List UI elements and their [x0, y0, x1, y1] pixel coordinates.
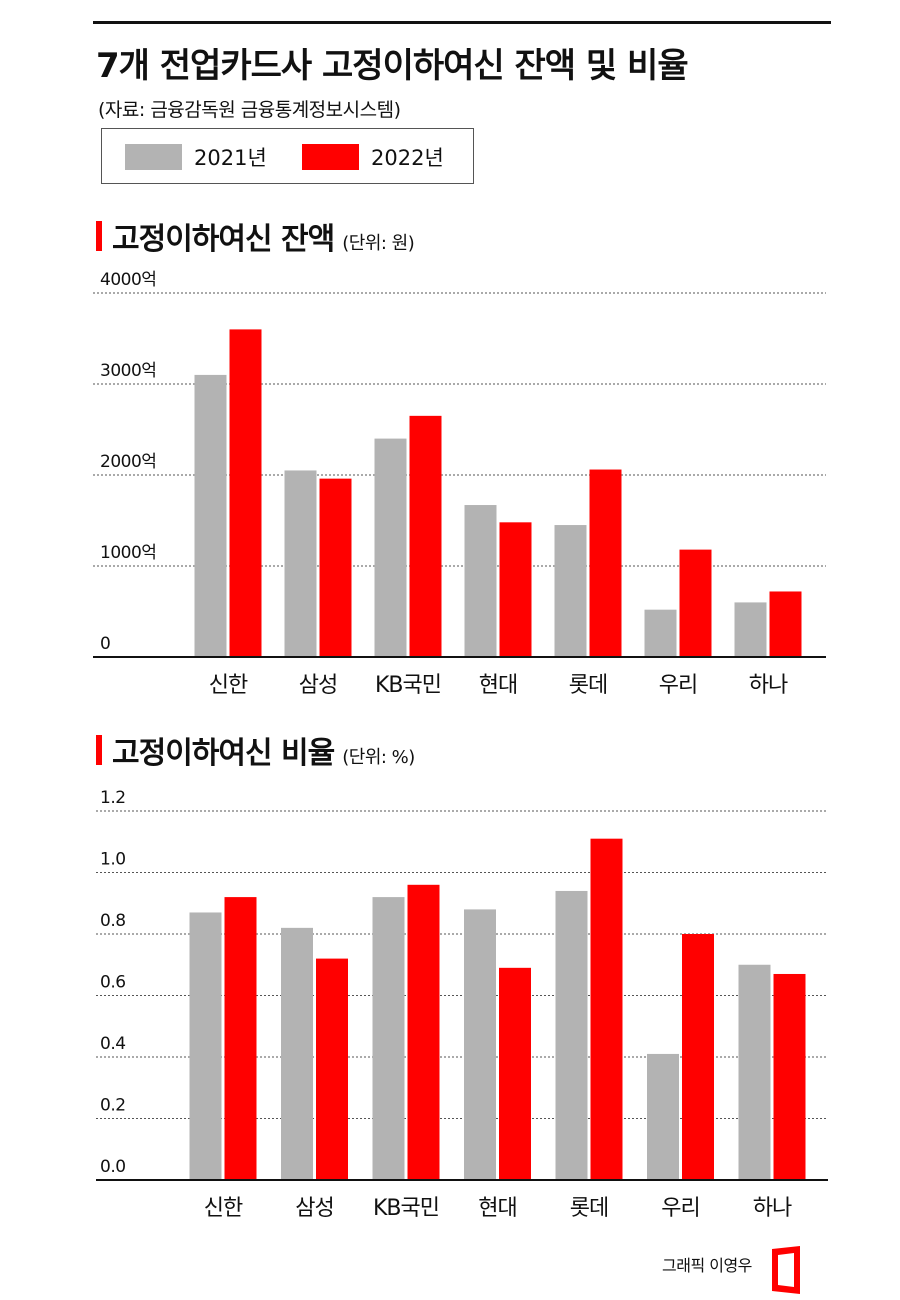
legend-item-2022: 2022년	[302, 142, 444, 172]
section-title-ratio: 고정이하여신 비율 (단위: %)	[96, 728, 415, 772]
y-tick-label: 0.4	[100, 1034, 126, 1054]
x-category-label: 하나	[753, 1196, 792, 1221]
x-category-label: 삼성	[295, 1196, 333, 1221]
x-category-label: 롯데	[570, 1196, 608, 1221]
x-category-label: 우리	[659, 673, 697, 698]
bar-2021	[464, 505, 497, 657]
x-category-label: 신한	[204, 1196, 243, 1221]
y-tick-label: 2000억	[100, 452, 156, 472]
y-tick-label: 0.8	[100, 911, 126, 931]
bar-2021	[738, 964, 771, 1180]
x-category-label: 롯데	[569, 673, 607, 698]
bar-2021	[374, 438, 407, 657]
bar-2022	[679, 549, 712, 657]
bar-2022	[224, 897, 257, 1180]
bar-2022	[773, 973, 806, 1180]
section-heading-ratio: 고정이하여신 비율	[112, 736, 335, 771]
legend-item-2021: 2021년	[125, 142, 267, 172]
bar-2022	[409, 415, 442, 657]
x-category-label: 신한	[209, 673, 248, 698]
source-note: (자료: 금융감독원 금융통계정보시스템)	[98, 99, 401, 121]
y-tick-label: 1000억	[100, 543, 156, 563]
bar-2022	[590, 838, 623, 1180]
bar-2021	[372, 897, 405, 1180]
bar-2021	[647, 1053, 679, 1180]
x-category-label: KB국민	[373, 1196, 439, 1221]
ratio-bar-chart: 0.0 0.2 0.4 0.6 0.8 1.0 1.2 신한 삼성 KB국민 현대 롯데 우리 하나	[96, 788, 828, 1221]
bar-2022	[499, 967, 531, 1180]
bar-2021	[555, 890, 588, 1180]
bar-2022	[316, 958, 348, 1180]
page-title: 7개 전업카드사 고정이하여신 잔액 및 비율	[96, 46, 689, 86]
y-tick-label: 1.2	[100, 788, 126, 808]
legend-label-2021: 2021년	[194, 146, 267, 170]
y-tick-label: 4000억	[100, 270, 156, 290]
x-category-label: 현대	[479, 673, 517, 698]
x-category-label: 삼성	[299, 673, 337, 698]
bar-2021	[554, 525, 587, 657]
bar-2021	[284, 470, 317, 657]
section-unit-ratio: (단위: %)	[342, 747, 415, 768]
y-tick-label: 0.2	[100, 1096, 126, 1116]
legend-swatch-2022	[302, 144, 359, 170]
y-tick-label: 1.0	[100, 850, 126, 870]
bar-2021	[734, 602, 767, 657]
legend: 2021년 2022년	[101, 128, 474, 184]
section-marker	[96, 735, 102, 765]
bar-2022	[319, 478, 352, 657]
y-tick-label: 0.6	[100, 973, 126, 993]
y-tick-label: 3000억	[100, 361, 156, 381]
bar-2021	[644, 609, 677, 657]
x-category-label: KB국민	[375, 673, 441, 698]
x-category-label: 하나	[749, 673, 788, 698]
x-category-label: 현대	[478, 1196, 516, 1221]
bar-2021	[281, 927, 313, 1180]
bar-2021	[189, 912, 222, 1180]
x-category-label: 우리	[661, 1196, 699, 1221]
section-marker	[96, 221, 102, 251]
section-title-balance: 고정이하여신 잔액 (단위: 원)	[96, 214, 415, 258]
publisher-logo-icon	[772, 1246, 800, 1294]
y-tick-label: 0.0	[100, 1157, 126, 1177]
top-rule	[93, 21, 831, 24]
bar-2021	[194, 374, 227, 657]
bar-2022	[229, 329, 262, 657]
section-heading-balance: 고정이하여신 잔액	[112, 222, 335, 257]
bar-2022	[407, 884, 440, 1180]
legend-swatch-2021	[125, 144, 182, 170]
bar-2022	[769, 591, 802, 657]
bar-2021	[464, 909, 496, 1180]
legend-label-2022: 2022년	[371, 146, 444, 170]
graphic-credit: 그래픽 이영우	[662, 1256, 752, 1275]
y-tick-label: 0	[100, 634, 110, 654]
bar-2022	[499, 522, 532, 657]
section-unit-balance: (단위: 원)	[342, 233, 415, 254]
bar-2022	[682, 934, 714, 1180]
bar-2022	[589, 469, 622, 657]
